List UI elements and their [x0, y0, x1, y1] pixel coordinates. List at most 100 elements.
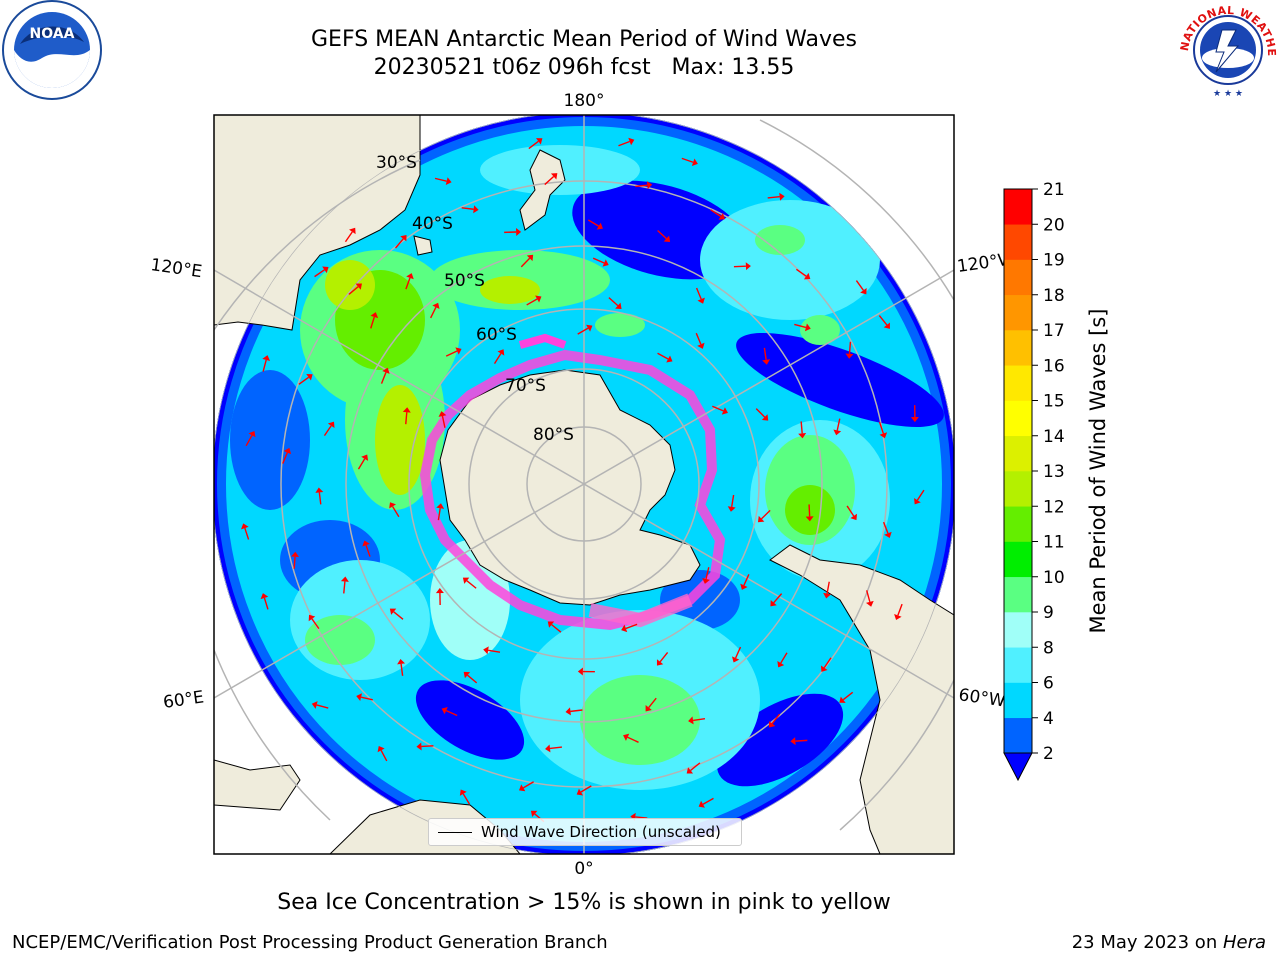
wave-direction-arrowhead — [535, 138, 543, 145]
wave-direction-arrow — [528, 140, 539, 150]
wave-direction-arrow — [461, 207, 474, 210]
colorbar-tick-label: 8 — [1043, 638, 1054, 658]
colorbar-band — [1004, 330, 1032, 366]
footer-date: 23 May 2023 on Hera — [1072, 932, 1266, 953]
wave-direction-arrow — [795, 268, 807, 277]
wave-direction-arrowhead — [241, 523, 249, 530]
wave-direction-arrowhead — [721, 407, 728, 415]
wave-direction-arrow — [360, 696, 373, 701]
wave-direction-arrow — [897, 603, 903, 616]
wave-direction-arrowhead — [623, 733, 630, 741]
wave-direction-arrow — [608, 297, 619, 307]
wave-direction-arrow — [405, 277, 411, 290]
legend-line-icon — [438, 831, 472, 833]
wave-direction-arrow — [846, 505, 855, 517]
colorbar-band — [1004, 717, 1032, 754]
map-frame — [213, 114, 955, 855]
wave-direction-arrow — [692, 717, 706, 722]
wave-direction-arrowhead — [530, 810, 538, 817]
wave-direction-arrowhead — [839, 696, 846, 703]
wave-direction-arrow — [681, 157, 694, 163]
wave-direction-arrowhead — [459, 789, 467, 796]
wave-direction-arrow — [365, 545, 371, 557]
wave-direction-arrow — [262, 359, 267, 372]
wave-direction-arrowhead — [406, 273, 414, 280]
wave-direction-arrowhead — [327, 421, 335, 428]
colorbar-band — [1004, 400, 1032, 437]
wave-direction-arrowhead — [762, 359, 771, 365]
colorbar-band — [1004, 647, 1032, 683]
wave-direction-arrow — [710, 209, 722, 217]
wave-direction-arrow — [430, 306, 437, 319]
wave-direction-arrowhead — [455, 347, 462, 355]
wave-direction-arrow — [823, 657, 832, 669]
wave-direction-arrowhead — [262, 355, 271, 361]
wave-direction-arrow — [635, 184, 648, 188]
wave-direction-arrowhead — [362, 540, 370, 547]
wave-direction-arrowhead — [727, 506, 736, 512]
wave-direction-arrow — [836, 418, 841, 431]
wave-direction-arrowhead — [860, 287, 867, 295]
wave-direction-arrow — [826, 581, 830, 594]
colorbar-extend-min — [1003, 752, 1033, 782]
wave-direction-arrow — [348, 286, 359, 295]
wave-direction-arrow — [380, 372, 387, 384]
wave-direction-arrow — [657, 352, 669, 360]
wave-direction-arrowhead — [833, 429, 842, 436]
wave-direction-arrow — [795, 739, 808, 742]
wave-direction-arrowhead — [438, 411, 447, 417]
colorbar-tick-label: 16 — [1043, 356, 1065, 376]
wave-direction-arrowhead — [698, 800, 705, 808]
colorbar-band — [1004, 189, 1032, 225]
map-legend: Wind Wave Direction (unscaled) — [428, 818, 742, 846]
wind-wave-arrows — [241, 137, 925, 823]
legend-label: Wind Wave Direction (unscaled) — [481, 823, 721, 841]
wave-direction-arrow — [488, 649, 501, 653]
wave-direction-arrowhead — [879, 432, 888, 439]
wave-direction-arrow — [731, 494, 735, 507]
wave-direction-arrowhead — [291, 551, 300, 558]
wave-direction-arrowhead — [355, 283, 362, 290]
colorbar-tick-label: 13 — [1043, 462, 1065, 482]
wave-direction-arrowhead — [547, 621, 555, 628]
wave-direction-arrowhead — [576, 788, 584, 796]
wave-direction-arrowhead — [370, 312, 379, 319]
lon-label-60e: 60°E — [162, 687, 205, 712]
wave-direction-arrowhead — [462, 577, 470, 584]
wave-direction-arrowhead — [463, 671, 471, 679]
wave-direction-arrowhead — [621, 624, 628, 633]
lon-label-180: 180° — [564, 91, 605, 111]
noaa-logo: NOAA — [2, 0, 102, 100]
wave-direction-arrow — [618, 140, 630, 147]
wave-direction-arrow — [695, 287, 702, 300]
wave-direction-arrowhead — [761, 414, 769, 421]
wave-direction-arrow — [466, 580, 477, 589]
wave-direction-arrowhead — [805, 516, 814, 522]
wave-direction-arrow — [522, 781, 535, 789]
wave-direction-arrowhead — [389, 502, 397, 509]
wave-direction-arrow — [761, 509, 771, 520]
colorbar-tick-label: 11 — [1043, 533, 1065, 553]
wave-direction-arrow — [520, 257, 531, 268]
wave-direction-arrow — [380, 750, 388, 762]
wave-direction-arrow — [357, 458, 366, 470]
wave-direction-arrow — [734, 646, 742, 659]
wave-direction-arrow — [690, 762, 701, 771]
wave-direction-arrowhead — [432, 302, 440, 309]
colorbar-band — [1004, 506, 1032, 542]
wave-direction-arrow — [467, 674, 478, 684]
wave-direction-arrowhead — [757, 515, 765, 523]
wave-direction-arrowhead — [697, 342, 705, 349]
wave-direction-arrowhead — [645, 705, 652, 712]
colorbar-band — [1004, 224, 1032, 260]
wave-direction-arrowhead — [260, 593, 269, 600]
wave-direction-arrow — [800, 421, 803, 434]
wave-direction-arrow — [311, 618, 320, 630]
wave-direction-arrowhead — [248, 430, 256, 438]
wave-direction-arrow — [526, 298, 538, 306]
wave-direction-arrow — [421, 745, 434, 748]
colorbar: 2 4 6 8 9 10 11 12 13 14 15 16 17 18 19 20 21 — [1003, 180, 1065, 782]
wave-direction-arrow — [445, 710, 458, 717]
wave-direction-arrow — [405, 412, 408, 425]
wave-direction-arrow — [865, 590, 871, 603]
